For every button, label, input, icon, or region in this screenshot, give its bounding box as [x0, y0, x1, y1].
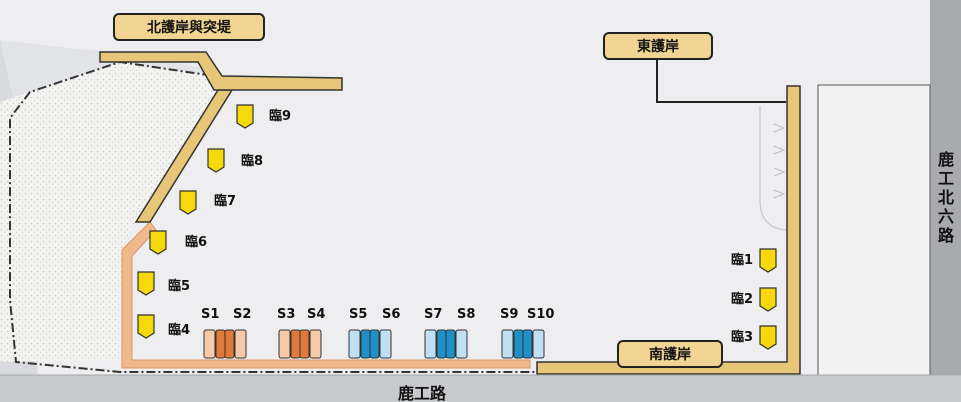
bottom-road-band [0, 375, 961, 402]
berth-label: S6 [382, 307, 401, 322]
temporary-berth-marker [236, 104, 254, 129]
east-road-strip [930, 0, 961, 402]
temporary-berth-label: 臨7 [214, 194, 237, 209]
east-building-block [817, 84, 931, 378]
berth-label: S9 [500, 307, 519, 322]
berth-label: S2 [233, 307, 252, 322]
temporary-berth-marker [137, 271, 155, 296]
berth-pair-marker [278, 329, 322, 359]
berth-label: S1 [201, 307, 220, 322]
dash-dot-boundary [9, 60, 535, 373]
temporary-berth-marker [759, 248, 777, 273]
berth-label: S3 [277, 307, 296, 322]
east-revetment-callout: 東護岸 [603, 32, 713, 60]
berth-pair-marker [203, 329, 247, 359]
berth-pair-marker [348, 329, 392, 359]
road-label-right: 鹿工北六路 [937, 150, 954, 245]
access-path [121, 221, 531, 369]
berth-label: S10 [527, 307, 555, 322]
temporary-berth-label: 臨6 [185, 235, 208, 250]
east-faint-arrows [773, 123, 786, 199]
temporary-berth-marker [137, 314, 155, 339]
temporary-berth-marker [149, 230, 167, 255]
temporary-berth-label: 臨1 [731, 253, 754, 268]
south-revetment-callout: 南護岸 [617, 340, 723, 368]
east-connector-line [656, 54, 786, 103]
temporary-berth-marker [759, 287, 777, 312]
temporary-berth-label: 臨2 [731, 292, 754, 307]
temporary-berth-label: 臨5 [168, 279, 191, 294]
temporary-berth-marker [759, 325, 777, 350]
berth-pair-marker [424, 329, 468, 359]
temporary-berth-label: 臨3 [731, 330, 754, 345]
temporary-berth-label: 臨9 [269, 109, 292, 124]
east-faint-contour [759, 106, 787, 231]
temporary-berth-marker [207, 148, 225, 173]
berth-label: S5 [349, 307, 368, 322]
temporary-berth-label: 臨8 [241, 154, 264, 169]
berth-label: S7 [424, 307, 443, 322]
gravel-reclaimed-area [0, 62, 230, 362]
berth-label: S8 [457, 307, 476, 322]
east-revetment-strip [536, 85, 801, 375]
berth-pair-marker [501, 329, 545, 359]
road-label-bottom: 鹿工路 [398, 384, 447, 402]
north-jetty-body [99, 51, 343, 91]
north-revetment-callout: 北護岸與突堤 [113, 13, 265, 41]
temporary-berth-label: 臨4 [168, 323, 191, 338]
berth-label: S4 [307, 307, 326, 322]
temporary-berth-marker [179, 190, 197, 215]
